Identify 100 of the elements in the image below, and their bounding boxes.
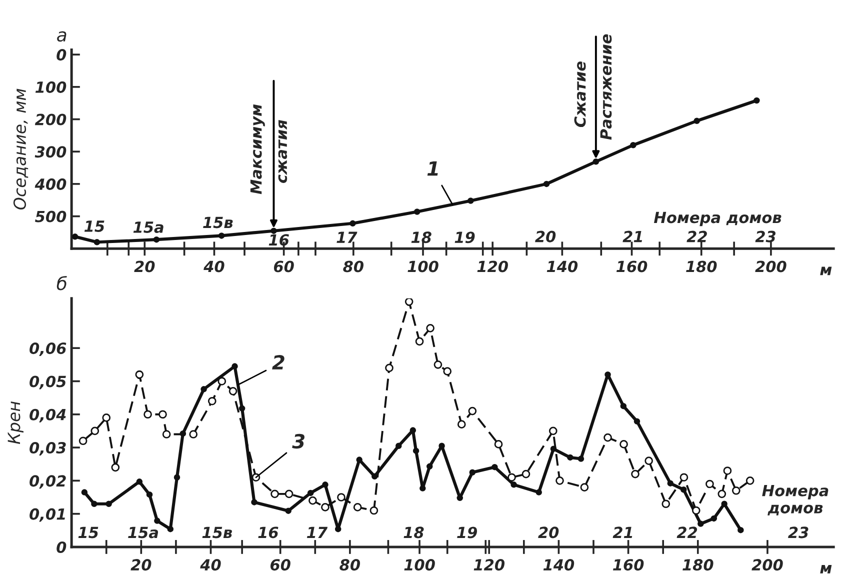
point	[404, 298, 414, 306]
annotation: 15а	[128, 526, 158, 538]
y-tick-label: 0	[56, 49, 66, 61]
point	[232, 363, 238, 370]
y-tick-label: 0	[56, 541, 66, 553]
point	[426, 463, 433, 470]
annotation: 23	[788, 526, 808, 538]
annotation: 18	[404, 526, 424, 538]
point	[754, 97, 760, 104]
annotation: 3	[292, 434, 304, 449]
point	[644, 456, 653, 465]
y-axis-title: Крен	[8, 402, 24, 444]
point	[662, 500, 670, 508]
point	[692, 506, 700, 515]
annotation: 19	[457, 526, 478, 538]
annotation: 22	[686, 230, 707, 242]
point	[580, 483, 589, 492]
point	[567, 454, 574, 461]
x-tick-label: 180	[682, 559, 714, 571]
annotation: Сжатие	[574, 62, 586, 128]
point	[492, 464, 498, 470]
x-tick-label: 160	[616, 260, 648, 272]
point	[604, 433, 612, 442]
point	[548, 426, 558, 436]
point	[706, 480, 714, 488]
point	[543, 180, 550, 188]
point	[469, 469, 476, 476]
chart-title: а	[57, 31, 66, 42]
annotation: Номера домов	[654, 212, 782, 226]
point	[307, 490, 314, 496]
point	[350, 220, 356, 227]
point	[251, 499, 258, 506]
y-tick-label: 0,04	[30, 408, 66, 422]
point	[536, 489, 542, 496]
point	[468, 406, 477, 416]
annotation: 18	[411, 232, 432, 244]
point	[72, 234, 78, 240]
y-tick-label: 500	[35, 210, 66, 222]
point	[321, 503, 330, 512]
annotation: 17	[306, 526, 328, 538]
y-tick-label: 300	[34, 146, 66, 158]
point	[415, 337, 424, 346]
point	[680, 486, 687, 493]
point	[81, 489, 88, 496]
x-tick-label: 20	[134, 260, 155, 272]
annotation: Номера домов	[762, 485, 828, 516]
chart-title: б	[56, 276, 67, 290]
x-tick-label: 120	[474, 559, 505, 571]
point	[284, 490, 294, 498]
x-tick-label: 40	[200, 559, 221, 571]
point	[510, 482, 517, 488]
annotation: 15в	[203, 216, 233, 228]
point	[385, 364, 394, 372]
y-tick-label: 0,01	[30, 508, 65, 522]
y-tick-label: 0,06	[30, 342, 66, 356]
x-tick-label: 200	[755, 260, 786, 272]
point	[443, 367, 452, 376]
point	[111, 463, 120, 472]
x-axis-title: м	[820, 266, 832, 276]
point	[732, 486, 740, 495]
x-tick-label: 100	[408, 260, 438, 272]
x-tick-label: 160	[613, 559, 644, 571]
x-tick-label: 40	[204, 260, 224, 272]
point	[334, 526, 342, 532]
point	[78, 436, 88, 446]
y-tick-label: 400	[34, 178, 66, 190]
annotation: Максимум	[250, 104, 265, 194]
point	[746, 476, 754, 485]
annotation: 23	[755, 230, 776, 242]
annotation: 15	[78, 526, 98, 538]
annotation: 15в	[202, 526, 232, 538]
point	[94, 239, 100, 246]
annotation: 15а	[133, 222, 164, 233]
point	[604, 371, 611, 378]
x-tick-label: 180	[686, 260, 717, 272]
y-tick-label: 0,05	[30, 376, 66, 390]
point	[270, 490, 279, 498]
point	[426, 324, 434, 332]
point	[228, 387, 238, 396]
y-tick-label: 200	[34, 114, 66, 126]
point	[372, 473, 378, 480]
point	[738, 526, 744, 534]
point	[718, 490, 726, 498]
point	[106, 500, 112, 508]
point	[91, 500, 98, 508]
point	[420, 485, 426, 492]
point	[456, 494, 464, 502]
point	[522, 470, 530, 478]
point	[370, 506, 378, 515]
point	[723, 466, 732, 475]
annotation: 21	[622, 230, 642, 242]
point	[578, 456, 584, 462]
point	[167, 526, 174, 532]
point	[631, 470, 640, 478]
point	[162, 430, 171, 438]
y-tick-label: 100	[35, 81, 66, 93]
point	[434, 360, 442, 369]
point	[410, 427, 416, 434]
point	[630, 142, 636, 148]
point	[620, 402, 627, 410]
